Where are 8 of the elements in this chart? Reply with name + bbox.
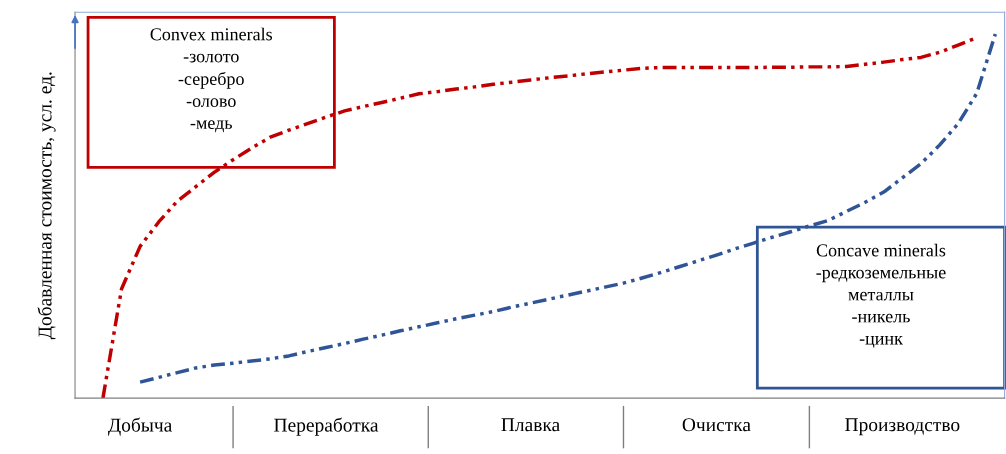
x-tick-label: Плавка	[501, 418, 560, 432]
x-tick-label: Очистка	[682, 418, 751, 432]
annotation: Convex minerals -золото -серебро -олово -медь	[150, 27, 272, 133]
annotation: Concave minerals -редкоземельные металлы -никель -цинк	[816, 243, 946, 348]
x-tick-label: Переработка	[274, 417, 379, 436]
y-axis-title: Добавленная стоимость, усл. ед.	[37, 72, 56, 340]
x-tick-label: Добыча	[108, 417, 173, 436]
x-tick-label: Производство	[845, 418, 960, 436]
